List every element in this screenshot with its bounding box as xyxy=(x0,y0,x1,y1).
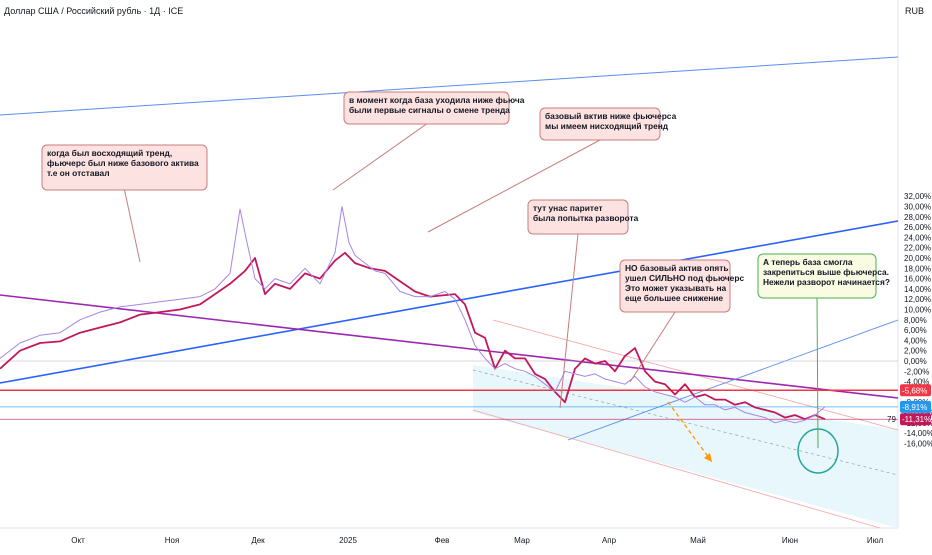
annotation-text-0: фьючерс был ниже базового актива xyxy=(47,158,199,168)
annotation-pointer-2 xyxy=(427,139,601,233)
annotation-box-0 xyxy=(41,144,208,191)
x-tick-label: Дек xyxy=(251,536,265,545)
trendline-thin xyxy=(567,319,899,441)
annotation-text-3: была попытка разворота xyxy=(533,213,639,223)
y-tick-label: 12,00% xyxy=(904,295,931,304)
y-tick-label: 24,00% xyxy=(904,233,931,242)
x-tick-label: Окт xyxy=(71,536,85,545)
annotation-box-2 xyxy=(539,107,661,141)
level-tag-label-1: -8,91% xyxy=(902,403,927,412)
x-tick-label: Апр xyxy=(602,536,617,545)
annotation-pointer-4 xyxy=(629,311,676,383)
level-tag-label-0: -5,68% xyxy=(902,386,927,395)
annotation-box-3 xyxy=(527,199,629,235)
y-tick-label: 22,00% xyxy=(904,244,931,253)
annotation-pointer-0 xyxy=(124,189,141,263)
y-tick-label: 14,00% xyxy=(904,285,931,294)
trendline-blue xyxy=(0,220,899,384)
y-tick-label: -16,00% xyxy=(904,439,932,448)
annotation-box-1 xyxy=(343,91,510,125)
annotation-pointer-3 xyxy=(559,233,579,409)
x-tick-label: Май xyxy=(690,536,706,545)
y-tick-label: 18,00% xyxy=(904,264,931,273)
annotation-box-4 xyxy=(619,259,731,313)
channel-fill xyxy=(473,365,898,528)
y-tick-label: -10,00% xyxy=(904,409,932,418)
y-tick-label: 4,00% xyxy=(904,336,927,345)
x-tick-label: 2025 xyxy=(339,536,357,545)
y-tick-label: -4,00% xyxy=(904,378,929,387)
y-tick-label: 0,00% xyxy=(904,357,927,366)
annotation-text-0: когда был восходящий тренд, xyxy=(47,148,172,158)
annotation-text-1: в момент когда база уходила ниже фьюча xyxy=(349,95,525,105)
y-tick-label: -2,00% xyxy=(904,367,929,376)
annotation-text-4: Это может указывать на xyxy=(625,283,727,293)
channel-lower xyxy=(472,409,881,529)
level-tag-1 xyxy=(900,400,931,413)
arrow-head xyxy=(704,453,712,462)
annotation-text-4: еще большее снижение xyxy=(625,293,723,303)
y-tick-label: 2,00% xyxy=(904,347,927,356)
x-tick-label: Ноя xyxy=(165,536,180,545)
y-tick-label: 26,00% xyxy=(904,223,931,232)
annotation-text-1: были первые сигналы о смене тренда xyxy=(349,105,510,115)
annotation-text-4: ушел СИЛЬНО под фьючерс xyxy=(625,273,744,283)
y-tick-label: 16,00% xyxy=(904,275,931,284)
annotation-text-2: мы имеем нисходящий тренд xyxy=(545,121,669,131)
x-tick-label: Фев xyxy=(435,536,450,545)
annotation-text-5: Нежели разворот начинается? xyxy=(763,277,890,287)
y-tick-label: 20,00% xyxy=(904,254,931,263)
chart-title: Доллар США / Российский рубль · 1Д · ICE xyxy=(4,6,184,16)
y-tick-label: 10,00% xyxy=(904,306,931,315)
annotation-text-3: тут унас паритет xyxy=(533,203,603,213)
level-tag-0 xyxy=(900,384,931,397)
channel-mid xyxy=(472,369,899,476)
currency-unit: RUB xyxy=(905,6,925,16)
x-tick-label: Июл xyxy=(867,536,884,545)
y-tick-label: -14,00% xyxy=(904,429,932,438)
y-tick-label: 32,00% xyxy=(904,192,931,201)
level-tag-2 xyxy=(900,413,931,426)
x-tick-label: Мар xyxy=(514,536,530,545)
y-tick-label: 30,00% xyxy=(904,203,931,212)
series-line-1 xyxy=(0,206,826,424)
annotation-text-5: А теперь база смогла xyxy=(763,257,853,267)
annotation-pointer-1 xyxy=(332,123,427,191)
annotation-box-5 xyxy=(757,253,877,299)
annotation-pointer-5 xyxy=(816,297,819,449)
y-tick-label: 6,00% xyxy=(904,326,927,335)
annotation-text-2: базовый вктив ниже фьючерса xyxy=(545,111,677,121)
x-tick-label: Июн xyxy=(782,536,798,545)
trendline-top xyxy=(0,56,899,116)
level-tag-label-2: -11,31% xyxy=(902,415,931,424)
trendline-purple xyxy=(0,294,899,399)
annotation-text-0: т.е он отставал xyxy=(47,168,110,178)
annotation-text-4: НО базовый актив опять xyxy=(625,263,729,273)
annotation-text-5: закрепиться выше фьючерса. xyxy=(763,267,889,277)
side-value-label: 79 xyxy=(887,415,896,424)
arrow-line xyxy=(667,401,713,463)
y-tick-label: 8,00% xyxy=(904,316,927,325)
y-tick-label: 28,00% xyxy=(904,213,931,222)
